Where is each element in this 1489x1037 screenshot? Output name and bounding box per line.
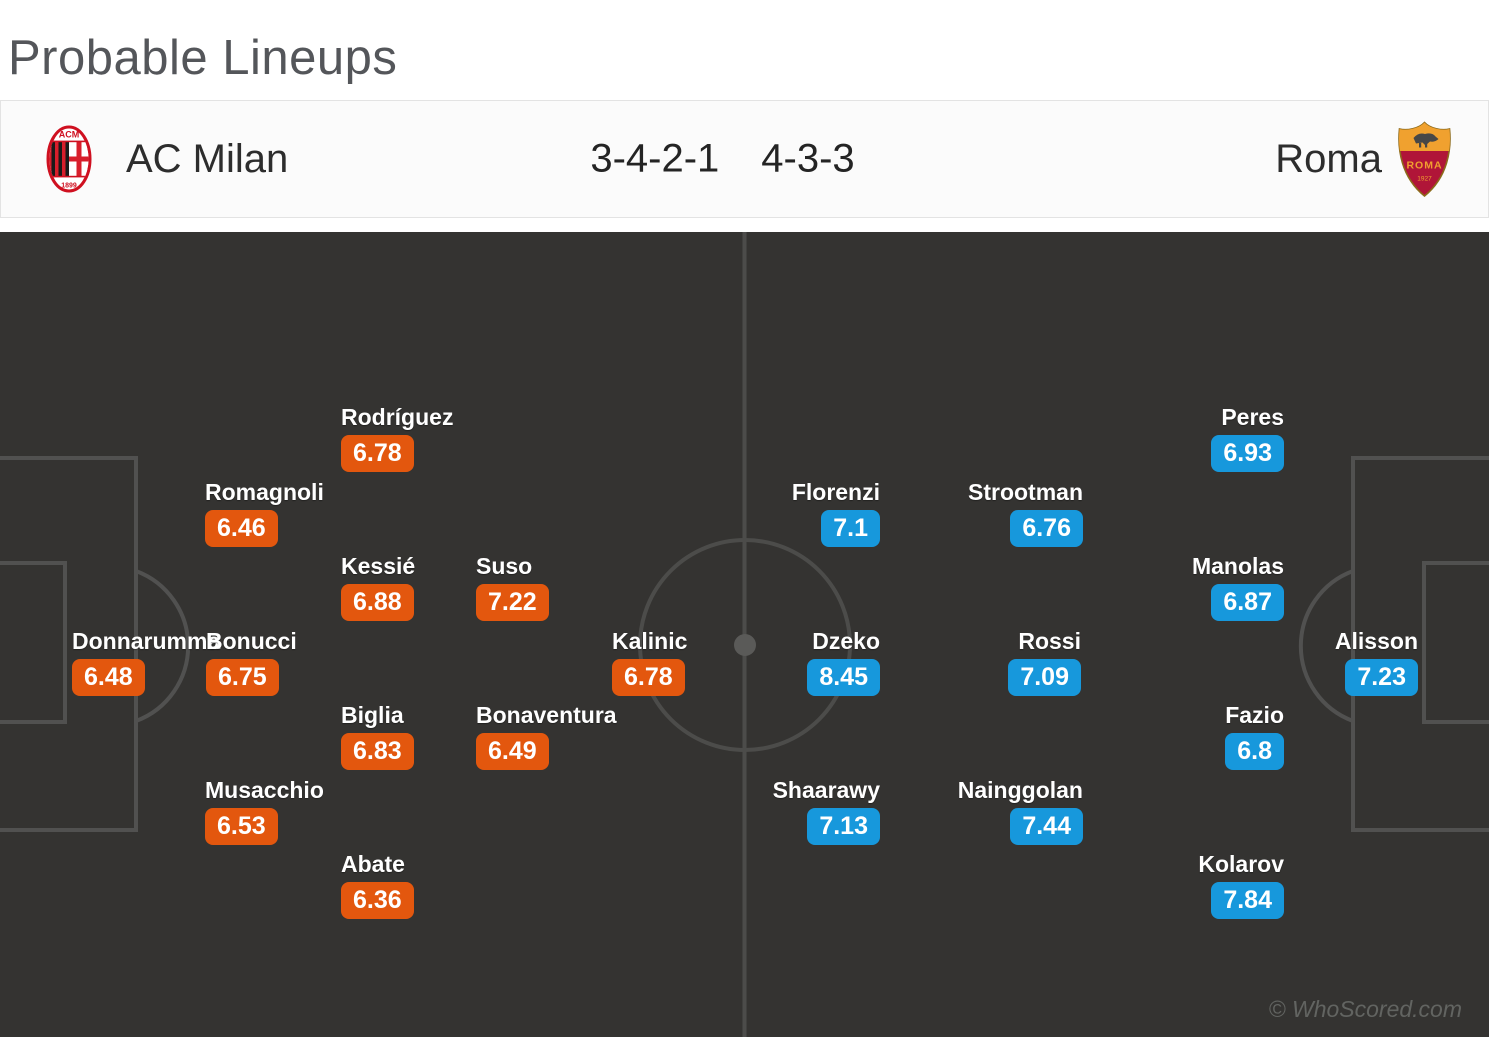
svg-text:1899: 1899 xyxy=(61,183,77,190)
svg-text:ACM: ACM xyxy=(59,130,80,140)
player-rating-badge: 6.83 xyxy=(341,733,414,770)
player[interactable]: Rodríguez 6.78 xyxy=(341,404,453,472)
player-rating-badge: 6.53 xyxy=(205,808,278,845)
pitch-markings xyxy=(0,232,1489,1037)
player[interactable]: Fazio 6.8 xyxy=(1225,702,1284,770)
player-name: Fazio xyxy=(1225,702,1284,728)
player-name: Bonucci xyxy=(206,628,297,654)
player-rating-badge: 6.87 xyxy=(1211,584,1284,621)
svg-text:1927: 1927 xyxy=(1417,175,1432,182)
player-name: Donnarumma xyxy=(72,628,221,654)
player-name: Abate xyxy=(341,851,405,877)
player-name: Alisson xyxy=(1334,628,1418,654)
player-name: Kalinic xyxy=(612,628,688,654)
player[interactable]: Bonaventura 6.49 xyxy=(476,702,617,770)
pitch: © WhoScored.com Donnarumma 6.48 Romagnol… xyxy=(0,232,1489,1037)
player-rating-badge: 6.78 xyxy=(341,435,414,472)
player-rating-badge: 7.44 xyxy=(1010,808,1083,845)
player-rating-badge: 7.1 xyxy=(821,510,880,547)
player-rating-badge: 6.48 xyxy=(72,659,145,696)
player[interactable]: Kolarov 7.84 xyxy=(1198,851,1284,919)
whoscored-watermark: © WhoScored.com xyxy=(1268,996,1462,1022)
player-rating-badge: 6.75 xyxy=(206,659,279,696)
player-rating-badge: 6.76 xyxy=(1010,510,1083,547)
home-formation: 3-4-2-1 xyxy=(590,136,720,181)
player-rating-badge: 6.78 xyxy=(612,659,685,696)
player-name: Dzeko xyxy=(812,628,880,654)
player[interactable]: Donnarumma 6.48 xyxy=(72,628,220,696)
player-name: Strootman xyxy=(968,479,1083,505)
player[interactable]: Romagnoli 6.46 xyxy=(205,479,324,547)
home-team[interactable]: ACM 1899 AC Milan xyxy=(46,125,288,193)
player[interactable]: Biglia 6.83 xyxy=(341,702,414,770)
player[interactable]: Peres 6.93 xyxy=(1211,404,1284,472)
player-name: Kolarov xyxy=(1198,851,1284,877)
player-rating-badge: 6.49 xyxy=(476,733,549,770)
player-name: Suso xyxy=(476,553,533,579)
player-rating-badge: 6.93 xyxy=(1211,435,1284,472)
player-rating-badge: 7.09 xyxy=(1008,659,1081,696)
away-team-name: Roma xyxy=(1275,136,1382,181)
player-name: Kessié xyxy=(341,553,416,579)
player[interactable]: Alisson 7.23 xyxy=(1335,628,1418,696)
away-team[interactable]: Roma ROMA 1927 xyxy=(1275,120,1452,198)
player[interactable]: Rossi 7.09 xyxy=(1008,628,1081,696)
player[interactable]: Nainggolan 7.44 xyxy=(958,777,1083,845)
player-rating-badge: 6.46 xyxy=(205,510,278,547)
player-rating-badge: 8.45 xyxy=(807,659,880,696)
player[interactable]: Bonucci 6.75 xyxy=(206,628,297,696)
player[interactable]: Shaarawy 7.13 xyxy=(773,777,880,845)
player-name: Bonaventura xyxy=(476,702,617,728)
ac-milan-crest-icon: ACM 1899 xyxy=(46,125,92,193)
player-name: Peres xyxy=(1221,404,1284,430)
roma-crest-icon: ROMA 1927 xyxy=(1398,120,1451,197)
player[interactable]: Strootman 6.76 xyxy=(968,479,1083,547)
svg-text:ROMA: ROMA xyxy=(1406,159,1442,171)
player-rating-badge: 7.84 xyxy=(1211,882,1284,919)
player[interactable]: Florenzi 7.1 xyxy=(792,479,880,547)
player-name: Biglia xyxy=(341,702,404,728)
player-name: Manolas xyxy=(1191,553,1284,579)
player[interactable]: Dzeko 8.45 xyxy=(807,628,880,696)
player-rating-badge: 7.13 xyxy=(807,808,880,845)
formations: 3-4-2-1 4-3-3 xyxy=(590,137,854,182)
player-name: Nainggolan xyxy=(957,777,1083,803)
player-name: Shaarawy xyxy=(772,777,880,803)
player-rating-badge: 6.36 xyxy=(341,882,414,919)
player-name: Romagnoli xyxy=(205,479,324,505)
player-name: Rossi xyxy=(1018,628,1081,654)
player-name: Florenzi xyxy=(791,479,880,505)
player[interactable]: Musacchio 6.53 xyxy=(205,777,324,845)
player-rating-badge: 6.88 xyxy=(341,584,414,621)
page-title: Probable Lineups xyxy=(8,31,398,85)
player[interactable]: Abate 6.36 xyxy=(341,851,414,919)
player[interactable]: Kalinic 6.78 xyxy=(612,628,687,696)
home-team-name: AC Milan xyxy=(126,136,289,181)
player[interactable]: Kessié 6.88 xyxy=(341,553,415,621)
player-rating-badge: 7.22 xyxy=(476,584,549,621)
match-header: ACM 1899 AC Milan 3-4-2-1 4-3-3 Roma ROM… xyxy=(0,100,1489,218)
player-rating-badge: 6.8 xyxy=(1225,733,1284,770)
player[interactable]: Manolas 6.87 xyxy=(1192,553,1284,621)
player-name: Musacchio xyxy=(205,777,324,803)
away-formation: 4-3-3 xyxy=(761,136,855,181)
player-rating-badge: 7.23 xyxy=(1345,659,1418,696)
player[interactable]: Suso 7.22 xyxy=(476,553,549,621)
player-name: Rodríguez xyxy=(341,404,454,430)
